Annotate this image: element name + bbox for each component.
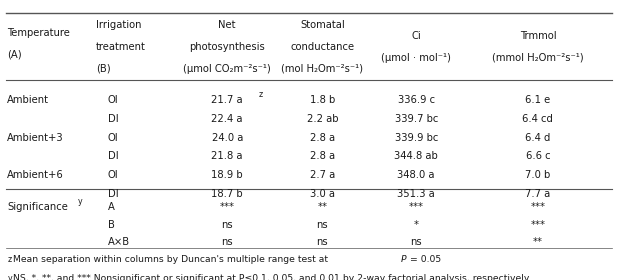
Text: 18.9 b: 18.9 b	[211, 170, 243, 180]
Text: conductance: conductance	[290, 42, 354, 52]
Text: ***: ***	[408, 202, 424, 212]
Text: 6.6 c: 6.6 c	[526, 151, 550, 162]
Text: ns: ns	[221, 220, 233, 230]
Text: 339.7 bc: 339.7 bc	[394, 114, 438, 124]
Text: (mmol H₂Om⁻²s⁻¹): (mmol H₂Om⁻²s⁻¹)	[492, 53, 584, 63]
Text: 2.8 a: 2.8 a	[310, 133, 335, 143]
Text: Significance: Significance	[7, 202, 68, 212]
Text: Temperature: Temperature	[7, 28, 70, 38]
Text: 351.3 a: 351.3 a	[397, 188, 435, 199]
Text: z: z	[259, 90, 263, 99]
Text: OI: OI	[108, 133, 119, 143]
Text: photosynthesis: photosynthesis	[189, 42, 265, 52]
Text: ns: ns	[316, 220, 328, 230]
Text: Trmmol: Trmmol	[520, 31, 556, 41]
Text: **: **	[317, 202, 328, 212]
Text: Ci: Ci	[412, 31, 421, 41]
Text: Ambient: Ambient	[7, 95, 49, 105]
Text: 2.8 a: 2.8 a	[310, 151, 335, 162]
Text: = 0.05: = 0.05	[407, 255, 441, 264]
Text: ns: ns	[410, 237, 422, 246]
Text: Net: Net	[219, 20, 236, 30]
Text: Ambient+3: Ambient+3	[7, 133, 64, 143]
Text: 21.8 a: 21.8 a	[211, 151, 243, 162]
Text: 6.4 d: 6.4 d	[525, 133, 551, 143]
Text: DI: DI	[108, 188, 119, 199]
Text: 22.4 a: 22.4 a	[211, 114, 243, 124]
Text: 6.1 e: 6.1 e	[525, 95, 551, 105]
Text: OI: OI	[108, 170, 119, 180]
Text: 21.7 a: 21.7 a	[211, 95, 243, 105]
Text: 2.2 ab: 2.2 ab	[307, 114, 338, 124]
Text: Stomatal: Stomatal	[300, 20, 345, 30]
Text: (A): (A)	[7, 50, 22, 60]
Text: ns: ns	[221, 237, 233, 246]
Text: DI: DI	[108, 114, 119, 124]
Text: z: z	[7, 255, 12, 264]
Text: P: P	[401, 255, 407, 264]
Text: ns: ns	[316, 237, 328, 246]
Text: B: B	[108, 220, 115, 230]
Text: y: y	[78, 197, 83, 206]
Text: ***: ***	[530, 202, 546, 212]
Text: (μmol · mol⁻¹): (μmol · mol⁻¹)	[381, 53, 451, 63]
Text: A×B: A×B	[108, 237, 130, 246]
Text: 3.0 a: 3.0 a	[310, 188, 335, 199]
Text: 7.0 b: 7.0 b	[525, 170, 551, 180]
Text: 339.9 bc: 339.9 bc	[394, 133, 438, 143]
Text: 24.0 a: 24.0 a	[211, 133, 243, 143]
Text: 18.7 b: 18.7 b	[211, 188, 243, 199]
Text: (mol H₂Om⁻²s⁻¹): (mol H₂Om⁻²s⁻¹)	[281, 64, 363, 74]
Text: NS, *, **, and *** Nonsignificant or significant at P≤0.1, 0.05, and 0.01 by 2-w: NS, *, **, and *** Nonsignificant or sig…	[14, 274, 531, 280]
Text: Mean separation within columns by Duncan's multiple range test at: Mean separation within columns by Duncan…	[14, 255, 328, 264]
Text: treatment: treatment	[96, 42, 146, 52]
Text: OI: OI	[108, 95, 119, 105]
Text: (μmol CO₂m⁻²s⁻¹): (μmol CO₂m⁻²s⁻¹)	[184, 64, 271, 74]
Text: 344.8 ab: 344.8 ab	[394, 151, 438, 162]
Text: **: **	[533, 237, 543, 246]
Text: (B): (B)	[96, 64, 111, 74]
Text: DI: DI	[108, 151, 119, 162]
Text: 336.9 c: 336.9 c	[397, 95, 434, 105]
Text: 7.7 a: 7.7 a	[525, 188, 551, 199]
Text: 1.8 b: 1.8 b	[310, 95, 335, 105]
Text: 6.4 cd: 6.4 cd	[522, 114, 553, 124]
Text: A: A	[108, 202, 115, 212]
Text: 348.0 a: 348.0 a	[397, 170, 435, 180]
Text: Irrigation: Irrigation	[96, 20, 142, 30]
Text: ***: ***	[530, 220, 546, 230]
Text: y: y	[7, 274, 12, 280]
Text: *: *	[413, 220, 419, 230]
Text: 2.7 a: 2.7 a	[310, 170, 335, 180]
Text: Ambient+6: Ambient+6	[7, 170, 64, 180]
Text: ***: ***	[220, 202, 235, 212]
